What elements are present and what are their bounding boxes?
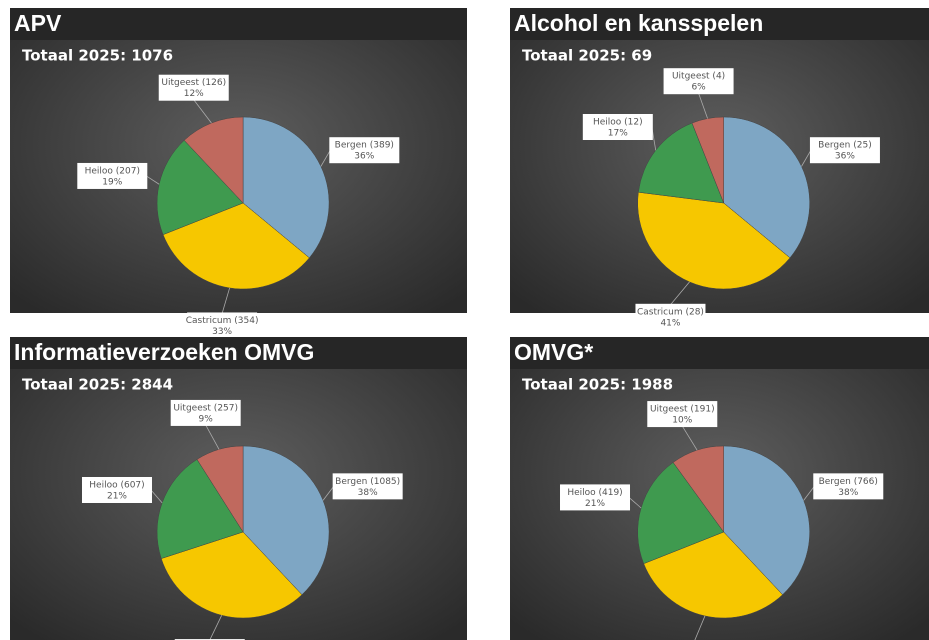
category-label: Bergen (766) bbox=[819, 477, 878, 487]
value-label: 41% bbox=[660, 318, 680, 328]
category-label: Heiloo (12) bbox=[593, 117, 643, 127]
pie-slice bbox=[242, 445, 330, 596]
label-box bbox=[582, 113, 653, 140]
callout-line bbox=[221, 287, 231, 314]
callout-line bbox=[146, 175, 160, 185]
pie-slice bbox=[162, 202, 310, 290]
category-label: Uitgeest (126) bbox=[161, 78, 226, 88]
label-box bbox=[635, 303, 706, 330]
callout-line bbox=[209, 615, 223, 640]
value-label: 36% bbox=[835, 152, 855, 162]
value-label: 10% bbox=[672, 416, 692, 426]
callout-line bbox=[628, 497, 642, 509]
label-box bbox=[77, 162, 148, 189]
callout-line bbox=[193, 99, 212, 124]
label-box bbox=[170, 399, 241, 426]
category-label: Uitgeest (4) bbox=[672, 72, 725, 82]
label-box bbox=[81, 476, 152, 503]
label-box bbox=[809, 137, 880, 164]
pie-slice bbox=[160, 531, 303, 619]
chart-subtitle: Totaal 2025: 1076 bbox=[22, 47, 173, 65]
category-label: Castricum (28) bbox=[637, 307, 704, 317]
value-label: 36% bbox=[354, 152, 374, 162]
chart-subtitle: Totaal 2025: 2844 bbox=[22, 376, 173, 394]
pie-slice bbox=[723, 116, 810, 259]
value-label: 6% bbox=[691, 83, 706, 93]
category-label: Uitgeest (191) bbox=[650, 405, 715, 415]
value-label: 12% bbox=[184, 89, 204, 99]
chart-subtitle: Totaal 2025: 1988 bbox=[522, 376, 673, 394]
callout-line bbox=[205, 424, 220, 450]
callout-line bbox=[694, 615, 706, 640]
category-label: Bergen (1085) bbox=[335, 477, 400, 487]
callout-line bbox=[681, 425, 698, 451]
value-label: 38% bbox=[358, 488, 378, 498]
callout-line bbox=[801, 150, 812, 167]
pie-slice bbox=[196, 445, 244, 533]
label-box bbox=[663, 68, 734, 95]
chart-panel: APV Totaal 2025: 1076 Bergen (389)36% Castr… bbox=[10, 8, 467, 339]
chart-subtitle: Totaal 2025: 69 bbox=[522, 47, 652, 65]
callout-line bbox=[150, 489, 163, 504]
category-label: Heiloo (207) bbox=[85, 166, 140, 176]
pie-slice bbox=[691, 116, 724, 204]
label-box bbox=[329, 137, 400, 164]
category-label: Uitgeest (257) bbox=[173, 403, 238, 413]
value-label: 21% bbox=[107, 491, 127, 501]
callout-line bbox=[803, 486, 815, 501]
value-label: 17% bbox=[608, 128, 628, 138]
callout-line bbox=[320, 150, 331, 167]
label-box bbox=[187, 312, 258, 339]
chart-panel: Informatieverzoeken OMVG Totaal 2025: 284… bbox=[10, 337, 467, 640]
value-label: 33% bbox=[212, 327, 232, 337]
pie-slice bbox=[183, 116, 244, 204]
value-label: 9% bbox=[199, 414, 214, 424]
pie-slice bbox=[156, 459, 244, 559]
title-bar bbox=[10, 8, 467, 40]
callout-line bbox=[322, 486, 334, 501]
chart-title: Alcohol en kansspelen bbox=[514, 10, 763, 36]
chart-title: APV bbox=[14, 10, 62, 36]
chart-panel: Alcohol en kansspelen Totaal 2025: 69 Berg… bbox=[510, 8, 929, 330]
title-bar bbox=[510, 8, 929, 40]
pie-slice bbox=[637, 462, 725, 564]
value-label: 38% bbox=[838, 488, 858, 498]
category-label: Bergen (25) bbox=[818, 141, 872, 151]
pie-slice bbox=[637, 191, 791, 290]
chart-title: OMVG* bbox=[514, 339, 593, 365]
value-label: 21% bbox=[585, 499, 605, 509]
label-box bbox=[647, 401, 718, 428]
callout-line bbox=[670, 281, 690, 306]
pie-slice bbox=[672, 445, 724, 533]
title-bar bbox=[510, 337, 929, 369]
value-label: 19% bbox=[102, 177, 122, 187]
category-label: Castricum (354) bbox=[186, 316, 259, 326]
title-bar bbox=[10, 337, 467, 369]
category-label: Heiloo (419) bbox=[567, 488, 622, 498]
category-label: Heiloo (607) bbox=[89, 480, 144, 490]
pie-slice bbox=[242, 116, 330, 259]
label-box bbox=[560, 484, 631, 511]
label-box bbox=[813, 473, 884, 500]
label-box bbox=[158, 74, 229, 101]
pie-slice bbox=[723, 445, 810, 596]
pie-slice bbox=[156, 139, 244, 235]
label-box bbox=[332, 473, 403, 500]
callout-line bbox=[698, 93, 708, 119]
category-label: Bergen (389) bbox=[335, 141, 394, 151]
chart-title: Informatieverzoeken OMVG bbox=[14, 339, 314, 365]
